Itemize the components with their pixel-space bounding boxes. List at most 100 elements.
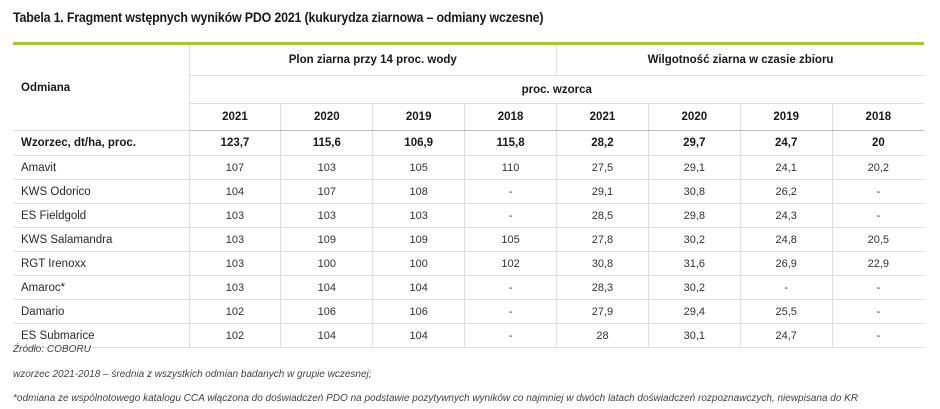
table-cell: 106,9 [372, 130, 466, 156]
year-header: 2019 [372, 103, 466, 131]
table-cell: 105 [372, 155, 466, 180]
table-cell: 104 [280, 323, 374, 348]
table-cell: 30,2 [648, 275, 741, 300]
variety-name: Amaroc* [13, 275, 190, 300]
table-cell: 107 [280, 179, 374, 204]
table-cell: 104 [372, 275, 466, 300]
year-header: 2021 [556, 103, 649, 131]
table-cell: - [832, 299, 925, 324]
table-cell: 28,3 [556, 275, 649, 300]
table-row: Amavit 107 103 105 110 27,5 29,1 24,1 20,2 [13, 155, 925, 180]
table-cell: 24,8 [740, 227, 833, 252]
table-cell: 110 [464, 155, 558, 180]
table-cell: 28 [556, 323, 649, 348]
table-cell: 102 [189, 323, 282, 348]
variety-name: Amavit [13, 155, 190, 180]
variety-name: ES Submarice [13, 323, 190, 348]
table-cell: 29,8 [648, 203, 741, 228]
table-cell: 115,8 [464, 130, 558, 156]
table-cell: 20 [832, 130, 925, 156]
table-cell: 104 [189, 179, 282, 204]
table-cell: 103 [189, 203, 282, 228]
table-cell: 30,2 [648, 227, 741, 252]
year-header: 2018 [464, 103, 558, 131]
table-cell: 100 [280, 251, 374, 276]
table-cell: 102 [464, 251, 558, 276]
reference-row: Wzorzec, dt/ha, proc. 123,7 115,6 106,9 … [13, 130, 925, 156]
table-cell: - [464, 275, 558, 300]
table-body: Wzorzec, dt/ha, proc. 123,7 115,6 106,9 … [13, 130, 925, 348]
table-cell: 25,5 [740, 299, 833, 324]
table-title: Tabela 1. Fragment wstępnych wyników PDO… [13, 10, 544, 25]
table-cell: 123,7 [189, 130, 282, 156]
table-cell: 109 [372, 227, 466, 252]
unit-header: proc. wzorca [189, 75, 925, 104]
variety-name: ES Fieldgold [13, 203, 190, 228]
table-cell: 106 [280, 299, 374, 324]
table-cell: 24,7 [740, 323, 833, 348]
year-header: 2020 [280, 103, 374, 131]
table-cell: 104 [372, 323, 466, 348]
asterisk-footnote: *odmiana ze wspólnotowego katalogu CCA w… [13, 393, 859, 404]
table-cell: - [464, 323, 558, 348]
table-cell: 26,2 [740, 179, 833, 204]
table-cell: 24,1 [740, 155, 833, 180]
table-cell: 29,1 [648, 155, 741, 180]
variety-name: Damario [13, 299, 190, 324]
table-cell: 103 [189, 275, 282, 300]
table-cell: 24,3 [740, 203, 833, 228]
variety-column-header: Odmiana [13, 43, 190, 131]
variety-name: KWS Salamandra [13, 227, 190, 252]
yield-group-header: Plon ziarna przy 14 proc. wody [189, 43, 558, 76]
table-cell: 100 [372, 251, 466, 276]
table-cell: 27,8 [556, 227, 649, 252]
table-cell: 109 [280, 227, 374, 252]
table-cell: 115,6 [280, 130, 374, 156]
table-cell: - [832, 203, 925, 228]
table-row: ES Submarice 102 104 104-28 30,1 24,7- [13, 323, 925, 348]
year-header: 2019 [740, 103, 833, 131]
table-cell: 29,4 [648, 299, 741, 324]
table-cell: 28,2 [556, 130, 649, 156]
table-cell: 30,8 [556, 251, 649, 276]
table-cell: 103 [280, 155, 374, 180]
year-header: 2018 [832, 103, 925, 131]
table-cell: 103 [280, 203, 374, 228]
year-header: 2020 [648, 103, 741, 131]
table-cell: 31,6 [648, 251, 741, 276]
table-row: KWS Salamandra 103 109 109 105 27,8 30,2 24,8 20… [13, 227, 925, 252]
table-cell: 108 [372, 179, 466, 204]
table-row: KWS Odorico 104 107 108-29,1 30,8 26,2- [13, 179, 925, 204]
table-cell: 106 [372, 299, 466, 324]
table-cell: 28,5 [556, 203, 649, 228]
table-cell: - [740, 275, 833, 300]
table-cell: - [464, 299, 558, 324]
table-cell: 24,7 [740, 130, 833, 156]
table-cell: - [832, 179, 925, 204]
table-cell: 29,1 [556, 179, 649, 204]
results-table: Odmiana Plon ziarna przy 14 proc. wody W… [13, 42, 925, 348]
variety-name: RGT Irenoxx [13, 251, 190, 276]
table-cell: 20,5 [832, 227, 925, 252]
table-cell: 105 [464, 227, 558, 252]
moisture-group-header: Wilgotność ziarna w czasie zbioru [556, 43, 925, 76]
table-cell: 103 [189, 251, 282, 276]
table-cell: - [832, 275, 925, 300]
table-cell: 103 [372, 203, 466, 228]
table-cell: 29,7 [648, 130, 741, 156]
variety-name: KWS Odorico [13, 179, 190, 204]
table-cell: - [464, 179, 558, 204]
table-cell: 22,9 [832, 251, 925, 276]
table-cell: 30,1 [648, 323, 741, 348]
table-cell: - [464, 203, 558, 228]
table-header: Odmiana Plon ziarna przy 14 proc. wody W… [13, 43, 925, 131]
table-cell: 104 [280, 275, 374, 300]
year-header: 2021 [189, 103, 282, 131]
table-cell: 27,9 [556, 299, 649, 324]
table-cell: 30,8 [648, 179, 741, 204]
table-cell: - [832, 323, 925, 348]
table-cell: 103 [189, 227, 282, 252]
row-label: Wzorzec, dt/ha, proc. [13, 130, 190, 156]
source-note: Źródło: COBORU [13, 344, 91, 355]
table-cell: 26,9 [740, 251, 833, 276]
